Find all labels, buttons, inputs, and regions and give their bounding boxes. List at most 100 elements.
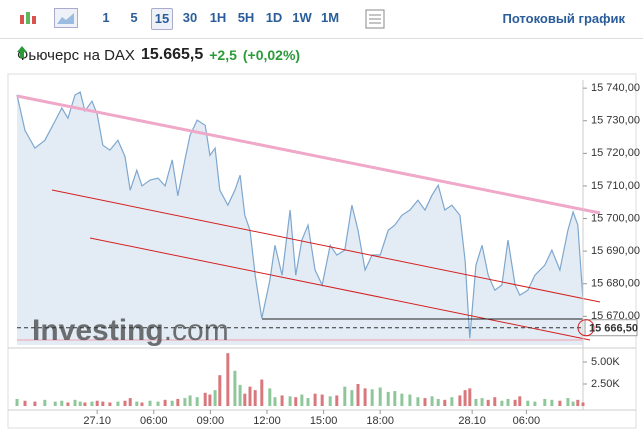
volume-bar [294, 397, 298, 406]
y-tick-label: 15 690,00 [591, 245, 640, 257]
interval-button[interactable]: 1 [102, 10, 110, 25]
volume-bar [188, 395, 192, 406]
volume-bar [506, 398, 510, 406]
volume-bar [443, 399, 447, 406]
volume-bar [243, 393, 247, 406]
volume-bar [116, 401, 120, 406]
volume-bar [140, 402, 144, 406]
trend-line [51, 189, 601, 303]
volume-bar [543, 398, 547, 406]
volume-bar [163, 399, 167, 406]
toolbar: 1 5 15 30 1H 5H 1D 1W 1M Потоковый график [0, 0, 643, 39]
interval-button[interactable]: 5H [237, 10, 255, 25]
x-tick-label: 27.10 [83, 415, 111, 427]
settings-icon[interactable] [365, 9, 385, 29]
change: +2,5 [209, 47, 237, 63]
x-tick-label: 06:00 [513, 415, 541, 427]
volume-bar [558, 400, 562, 406]
interval-button[interactable]: 15 [151, 8, 173, 30]
area-fill [17, 92, 583, 345]
volume-bar [248, 386, 252, 406]
interval-button[interactable]: 1M [320, 10, 340, 25]
volume-bar [33, 401, 37, 406]
x-tick-label: 09:00 [197, 415, 225, 427]
volume-bar [363, 388, 367, 406]
volume-bar [288, 396, 292, 406]
x-tick-label: 28.10 [458, 415, 486, 427]
volume-bar [313, 393, 317, 406]
volume-bar [343, 386, 347, 406]
volume-bar [135, 401, 139, 406]
volume-bar [320, 394, 324, 406]
up-arrow [17, 46, 27, 58]
interval-button[interactable]: 5 [130, 10, 138, 25]
change-pct: (+0,02%) [242, 47, 301, 63]
area-icon[interactable] [54, 8, 78, 28]
volume-bar [156, 401, 160, 406]
volume-bar [416, 397, 420, 406]
volume-bar [576, 399, 580, 406]
volume-bar [280, 395, 284, 406]
volume-bar [500, 400, 504, 406]
interval-button[interactable]: 1D [265, 10, 283, 25]
watermark-suffix: .com [164, 314, 229, 347]
x-tick-label: 15:00 [310, 415, 338, 427]
volume-bar [23, 400, 27, 406]
volume-bar [260, 379, 264, 406]
interval-button[interactable]: 30 [182, 10, 198, 25]
volume-bar [15, 398, 19, 406]
volume-bar [526, 400, 530, 406]
volume-bar [430, 396, 434, 406]
volume-bar [78, 401, 82, 406]
volume-bar [386, 391, 390, 406]
volume-bar [436, 398, 440, 406]
x-tick-label: 06:00 [140, 415, 168, 427]
frame [7, 73, 637, 429]
y-tick-label: 15 730,00 [591, 115, 640, 127]
volume-bar [513, 399, 517, 406]
volume-bar [463, 390, 467, 406]
volume-bar [128, 398, 132, 406]
price-line [16, 91, 584, 339]
volume-bar [233, 370, 237, 406]
volume-bar [108, 402, 112, 406]
volume-bar [170, 400, 174, 406]
volume-bar [176, 398, 180, 406]
volume-bar [486, 399, 490, 406]
volume-bar [518, 396, 522, 406]
y2-tick-label: 2.50K [591, 378, 620, 390]
interval-button[interactable]: 1W [292, 10, 312, 25]
volume-bar [328, 396, 332, 406]
y-tick-label: 15 710,00 [591, 180, 640, 192]
volume-bar [273, 397, 277, 406]
volume-bar [550, 399, 554, 406]
volume-bar [101, 401, 105, 406]
volume-bar [393, 391, 397, 406]
volume-bar [195, 397, 199, 406]
volume-bar [148, 400, 152, 406]
y2-tick-label: 5.00K [591, 356, 620, 368]
watermark-brand: Investing [32, 314, 164, 347]
y-tick-label: 15 720,00 [591, 147, 640, 159]
volume-bar [123, 400, 127, 406]
volume-bar [335, 395, 339, 406]
candle-icon[interactable] [18, 10, 38, 28]
interval-button[interactable]: 1H [209, 10, 227, 25]
x-tick-label: 18:00 [366, 415, 394, 427]
volume-bar [203, 392, 207, 406]
volume-bar [566, 398, 570, 406]
volume-bar [73, 399, 77, 406]
stream-link[interactable]: Потоковый график [502, 11, 625, 26]
volume-bar [300, 394, 304, 406]
volume-bar [400, 393, 404, 406]
volume-bar [95, 400, 99, 406]
trend-line [89, 237, 591, 341]
volume-bar [378, 387, 382, 406]
y-tick-label: 15 670,00 [591, 310, 640, 322]
volume-bar [474, 398, 478, 406]
volume-bar [218, 375, 222, 406]
volume-bar [458, 395, 462, 406]
last-price-marker [577, 319, 595, 337]
volume-bar [183, 398, 187, 406]
